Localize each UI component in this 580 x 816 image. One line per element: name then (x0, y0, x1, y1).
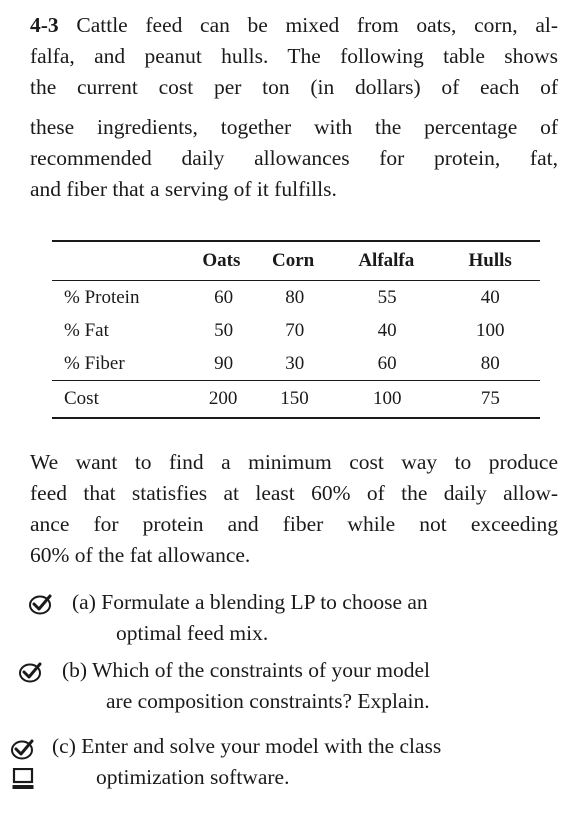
row-label: % Fiber (64, 352, 125, 374)
table-header-row: Oats Corn Alfalfa Hulls (52, 242, 540, 280)
table-cell: 80 (285, 286, 305, 308)
checkmark-circle-icon (29, 594, 52, 615)
cost-row: Cost 200 150 100 75 (52, 381, 540, 417)
intro-line: recommended daily allowances for protein… (30, 146, 558, 170)
row-label: % Protein (64, 286, 140, 308)
table-row: % Fat 50 70 40 100 (52, 314, 540, 347)
header-oats: Oats (202, 250, 241, 271)
table-cell: 100 (372, 388, 402, 409)
header-alfalfa: Alfalfa (358, 250, 415, 271)
table-row: % Fiber 90 30 60 80 (52, 347, 540, 380)
part-text: Enter and solve your model with the clas… (81, 734, 442, 758)
goal-line: 60% of the fat allowance. (30, 543, 251, 567)
intro-line: the current cost per ton (in dollars) of… (30, 75, 558, 99)
header-rule (52, 280, 540, 281)
part-text: optimal feed mix. (116, 621, 269, 645)
table-cell: 60 (377, 352, 397, 374)
part-a: (a) Formulate a blending LP to choose an… (72, 587, 428, 649)
goal-paragraph: We want to find a minimum cost way to pr… (30, 447, 558, 571)
table-cell: 40 (377, 319, 397, 341)
table-bottom-rule (52, 417, 540, 419)
computer-icon (12, 768, 34, 789)
part-text: optimization software. (96, 765, 290, 789)
table-cell: 90 (214, 352, 234, 374)
intro-line: and fiber that a serving of it fulfills. (30, 177, 337, 201)
part-text: Formulate a blending LP to choose an (101, 590, 428, 614)
header-corn: Corn (271, 250, 315, 271)
header-hulls: Hulls (468, 250, 512, 271)
table-cell: 75 (480, 388, 500, 409)
part-label: (a) (72, 590, 96, 614)
table-cell: 30 (285, 352, 305, 374)
table-cell: 55 (377, 286, 397, 308)
table-top-rule (52, 240, 540, 242)
part-text: are composition constraints? Explain. (106, 689, 430, 713)
problem-number: 4-3 (30, 13, 59, 37)
header-cell-empty (52, 242, 189, 280)
intro-line: 4-3 Cattle feed can be mixed from oats, … (30, 13, 559, 37)
table-cell: 200 (208, 388, 238, 409)
table-cell: 70 (285, 319, 305, 341)
intro-line: falfa, and peanut hulls. The following t… (30, 44, 558, 68)
goal-line: We want to find a minimum cost way to pr… (30, 450, 558, 474)
table-cell: 50 (214, 319, 234, 341)
checkmark-circle-icon (19, 662, 42, 683)
goal-line: ance for protein and fiber while not exc… (30, 512, 558, 536)
part-text: Which of the constraints of your model (92, 658, 431, 682)
part-c: (c) Enter and solve your model with the … (52, 731, 441, 793)
table-cell: 40 (480, 286, 500, 308)
row-label: % Fat (64, 319, 109, 341)
row-label: Cost (64, 388, 99, 409)
problem-intro-cont: these ingredients, together with the per… (30, 112, 558, 205)
part-b: (b) Which of the constraints of your mod… (62, 655, 430, 717)
intro-line: these ingredients, together with the per… (30, 115, 558, 139)
part-label: (c) (52, 734, 76, 758)
table-cell: 100 (476, 319, 505, 341)
part-label: (b) (62, 658, 88, 682)
goal-line: feed that statisfies at least 60% of the… (30, 481, 558, 505)
table-cell: 80 (480, 352, 500, 374)
table-row: % Protein 60 80 55 40 (52, 281, 540, 314)
table-cell: 150 (280, 388, 309, 409)
cost-rule (52, 380, 540, 381)
table-cell: 60 (214, 286, 234, 308)
problem-intro: 4-3 Cattle feed can be mixed from oats, … (30, 10, 558, 103)
checkmark-circle-icon (11, 739, 34, 760)
ingredients-table: Oats Corn Alfalfa Hulls % Protein 60 80 … (52, 240, 540, 419)
